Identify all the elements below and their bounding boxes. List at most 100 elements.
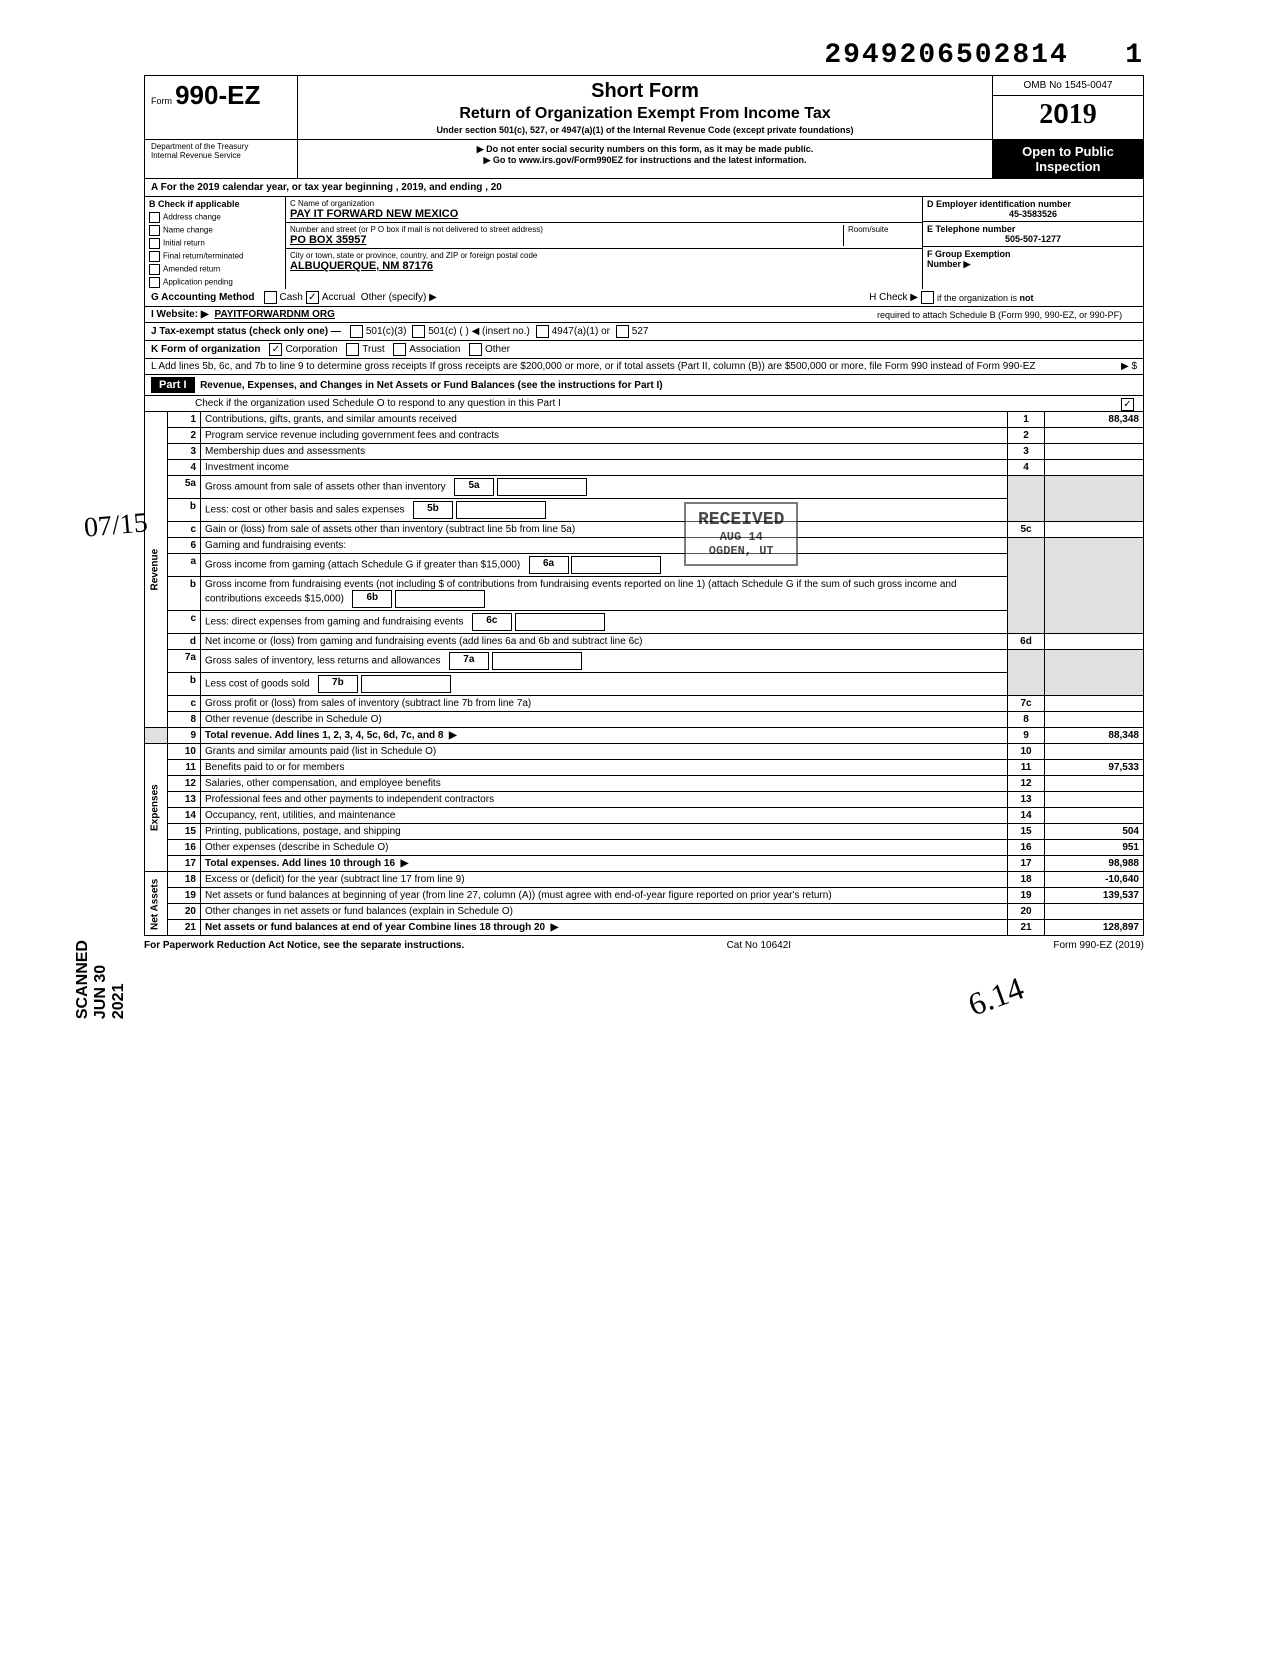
f-group-label: F Group Exemption bbox=[927, 249, 1011, 259]
assoc-label: Association bbox=[409, 344, 460, 355]
chk-501c3[interactable] bbox=[350, 325, 363, 338]
c-name-label: C Name of organization bbox=[290, 199, 918, 208]
corp-label: Corporation bbox=[285, 344, 337, 355]
table-row: 17Total expenses. Add lines 10 through 1… bbox=[145, 856, 1144, 872]
part1-title: Revenue, Expenses, and Changes in Net As… bbox=[200, 380, 663, 391]
line-k-form-org: K Form of organization ✓Corporation Trus… bbox=[144, 341, 1144, 359]
chk-amended-return[interactable]: Amended return bbox=[145, 263, 285, 276]
form-label: Form bbox=[151, 96, 172, 106]
financial-table: Revenue 1 Contributions, gifts, grants, … bbox=[144, 412, 1144, 936]
org-city: ALBUQUERQUE, NM 87176 bbox=[290, 260, 918, 272]
table-row: 9Total revenue. Add lines 1, 2, 3, 4, 5c… bbox=[145, 728, 1144, 744]
table-row: cGross profit or (loss) from sales of in… bbox=[145, 696, 1144, 712]
chk-other-org[interactable] bbox=[469, 343, 482, 356]
paperwork-notice: For Paperwork Reduction Act Notice, see … bbox=[144, 940, 464, 951]
page-footer: For Paperwork Reduction Act Notice, see … bbox=[144, 936, 1144, 955]
row-num: 1 bbox=[168, 412, 201, 428]
b-header: B Check if applicable bbox=[145, 197, 285, 211]
chk-assoc[interactable] bbox=[393, 343, 406, 356]
501c-label: 501(c) ( ) ◀ (insert no.) bbox=[428, 326, 530, 337]
j-label: J Tax-exempt status (check only one) — bbox=[151, 326, 341, 337]
table-row: cLess: direct expenses from gaming and f… bbox=[145, 611, 1144, 634]
column-b-checkboxes: B Check if applicable Address change Nam… bbox=[145, 197, 286, 289]
column-de: D Employer identification number 45-3583… bbox=[923, 197, 1143, 289]
right-header-box: OMB No 1545-0047 20201919 bbox=[993, 76, 1143, 139]
cash-label: Cash bbox=[280, 292, 303, 303]
column-c-org-info: C Name of organization PAY IT FORWARD NE… bbox=[286, 197, 923, 289]
chk-application-pending[interactable]: Application pending bbox=[145, 276, 285, 289]
chk-cash[interactable] bbox=[264, 291, 277, 304]
line-j-tax-exempt: J Tax-exempt status (check only one) — 5… bbox=[144, 323, 1144, 341]
table-row: 15Printing, publications, postage, and s… bbox=[145, 824, 1144, 840]
part1-label: Part I bbox=[151, 377, 195, 393]
inspection: Inspection bbox=[997, 159, 1139, 174]
table-row: Net Assets 18Excess or (deficit) for the… bbox=[145, 872, 1144, 888]
other-specify: Other (specify) ▶ bbox=[361, 292, 437, 303]
g-label: G Accounting Method bbox=[151, 292, 255, 303]
doc-number-main: 2949206502814 bbox=[824, 40, 1068, 71]
instructions-box: ▶ Do not enter social security numbers o… bbox=[298, 140, 993, 178]
table-row: 21Net assets or fund balances at end of … bbox=[145, 920, 1144, 936]
chk-501c[interactable] bbox=[412, 325, 425, 338]
l-arrow: ▶ $ bbox=[1121, 361, 1137, 372]
chk-address-change[interactable]: Address change bbox=[145, 211, 285, 224]
table-row: bLess cost of goods sold 7b bbox=[145, 673, 1144, 696]
document-number: 2949206502814 1 bbox=[144, 40, 1144, 71]
table-row: 20Other changes in net assets or fund ba… bbox=[145, 904, 1144, 920]
table-row: Expenses 10Grants and similar amounts pa… bbox=[145, 744, 1144, 760]
scanned-stamp: SCANNED JUN 30 2021 bbox=[74, 940, 128, 1019]
table-row: 3Membership dues and assessments3 bbox=[145, 444, 1144, 460]
501c3-label: 501(c)(3) bbox=[366, 326, 407, 337]
table-row: 5aGross amount from sale of assets other… bbox=[145, 476, 1144, 499]
accrual-label: Accrual bbox=[322, 292, 355, 303]
table-row: 11Benefits paid to or for members1197,53… bbox=[145, 760, 1144, 776]
chk-4947[interactable] bbox=[536, 325, 549, 338]
527-label: 527 bbox=[632, 326, 649, 337]
table-row: bGross income from fundraising events (n… bbox=[145, 577, 1144, 611]
f-number-label: Number ▶ bbox=[927, 259, 970, 269]
short-form-title: Short Form bbox=[306, 80, 984, 103]
table-row: 8Other revenue (describe in Schedule O)8 bbox=[145, 712, 1144, 728]
chk-name-change[interactable]: Name change bbox=[145, 224, 285, 237]
ssn-warning: ▶ Do not enter social security numbers o… bbox=[302, 144, 988, 155]
signature-mark: 6.14 bbox=[963, 970, 1028, 1024]
revenue-side-label: Revenue bbox=[145, 412, 168, 728]
room-suite-label: Room/suite bbox=[848, 225, 918, 234]
table-row: dNet income or (loss) from gaming and fu… bbox=[145, 634, 1144, 650]
l-text: L Add lines 5b, 6c, and 7b to line 9 to … bbox=[151, 361, 1036, 372]
website-value: PAYITFORWARDNM ORG bbox=[215, 309, 335, 320]
table-row: 2Program service revenue including gover… bbox=[145, 428, 1144, 444]
chk-final-return[interactable]: Final return/terminated bbox=[145, 250, 285, 263]
table-row: 6Gaming and fundraising events: bbox=[145, 538, 1144, 554]
margin-handwriting: 07/15 bbox=[83, 507, 149, 544]
table-row: Revenue 1 Contributions, gifts, grants, … bbox=[145, 412, 1144, 428]
line-i-website: I Website: ▶ PAYITFORWARDNM ORG required… bbox=[144, 307, 1144, 323]
table-row: aGross income from gaming (attach Schedu… bbox=[145, 554, 1144, 577]
chk-corp[interactable]: ✓ bbox=[269, 343, 282, 356]
table-row: 16Other expenses (describe in Schedule O… bbox=[145, 840, 1144, 856]
tax-year: 20201919 bbox=[993, 96, 1143, 133]
other-org-label: Other bbox=[485, 344, 510, 355]
table-row: cGain or (loss) from sale of assets othe… bbox=[145, 522, 1144, 538]
row-desc: Contributions, gifts, grants, and simila… bbox=[201, 412, 1008, 428]
chk-527[interactable] bbox=[616, 325, 629, 338]
c-city-label: City or town, state or province, country… bbox=[290, 251, 918, 260]
return-title: Return of Organization Exempt From Incom… bbox=[306, 105, 984, 123]
doc-number-suffix: 1 bbox=[1125, 40, 1144, 71]
chk-trust[interactable] bbox=[346, 343, 359, 356]
omb-number: OMB No 1545-0047 bbox=[993, 76, 1143, 96]
h-text-cont: required to attach Schedule B (Form 990,… bbox=[877, 310, 1137, 320]
dept-irs: Internal Revenue Service bbox=[151, 151, 291, 160]
line-a-tax-year: A For the 2019 calendar year, or tax yea… bbox=[144, 179, 1144, 197]
table-row: bLess: cost or other basis and sales exp… bbox=[145, 499, 1144, 522]
schedule-o-check-row: Check if the organization used Schedule … bbox=[145, 395, 1143, 411]
chk-accrual[interactable]: ✓ bbox=[306, 291, 319, 304]
chk-initial-return[interactable]: Initial return bbox=[145, 237, 285, 250]
chk-schedule-o[interactable]: ✓ bbox=[1121, 398, 1134, 411]
irs-link-note: ▶ Go to www.irs.gov/Form990EZ for instru… bbox=[302, 155, 988, 166]
form-footer: Form 990-EZ (2019) bbox=[1053, 940, 1144, 951]
table-row: 13Professional fees and other payments t… bbox=[145, 792, 1144, 808]
chk-h[interactable] bbox=[921, 291, 934, 304]
dept-box: Department of the Treasury Internal Reve… bbox=[145, 140, 298, 178]
4947-label: 4947(a)(1) or bbox=[552, 326, 610, 337]
